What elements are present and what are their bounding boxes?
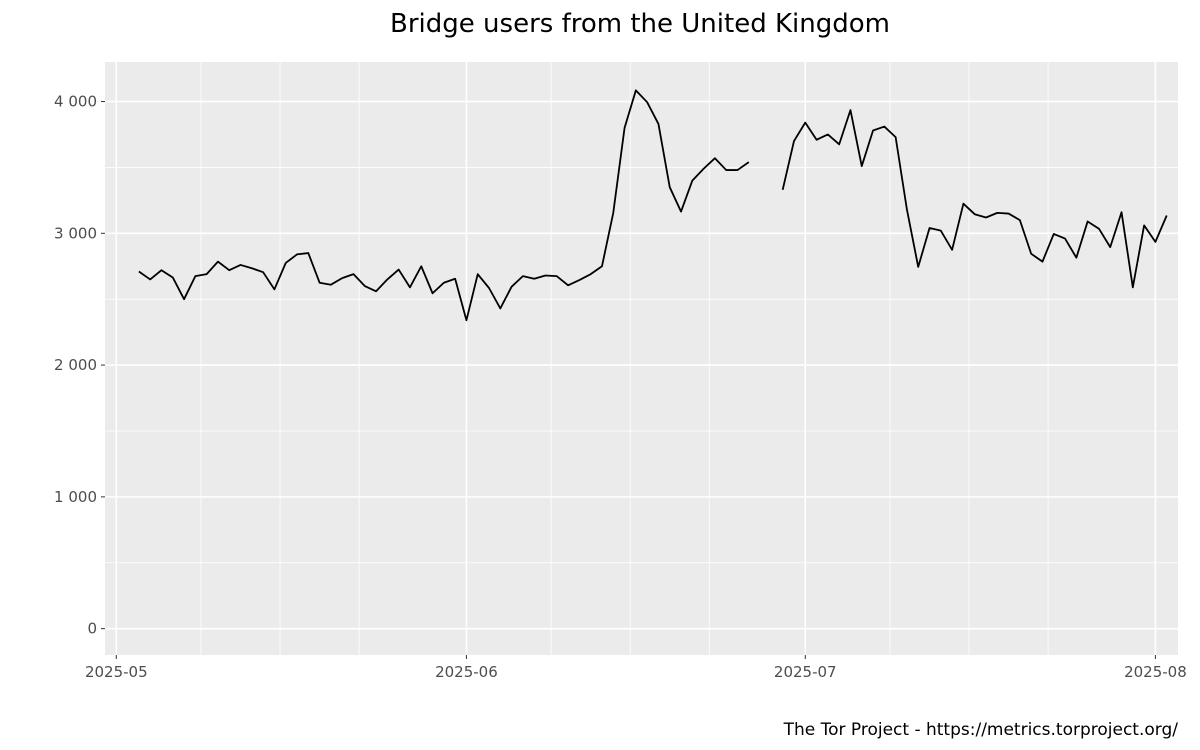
x-tick-label: 2025-06 — [435, 663, 498, 681]
series-line — [138, 89, 1168, 322]
series-layer — [138, 89, 1168, 322]
y-tick-label: 0 — [87, 620, 97, 638]
x-tick-label: 2025-08 — [1124, 663, 1187, 681]
plot-panel — [105, 62, 1178, 655]
y-tick-label: 2 000 — [54, 356, 97, 374]
grid-lines — [105, 62, 1178, 655]
y-tick-label: 3 000 — [54, 224, 97, 242]
x-tick-label: 2025-07 — [774, 663, 837, 681]
chart-caption: The Tor Project - https://metrics.torpro… — [783, 720, 1179, 740]
chart-title: Bridge users from the United Kingdom — [390, 9, 890, 39]
x-tick-label: 2025-05 — [85, 663, 148, 681]
axes: 0 1 000 2 000 3 000 4 000 2025-05 2025-06 2025-… — [54, 93, 1187, 681]
y-tick-label: 1 000 — [54, 488, 97, 506]
y-tick-label: 4 000 — [54, 93, 97, 111]
